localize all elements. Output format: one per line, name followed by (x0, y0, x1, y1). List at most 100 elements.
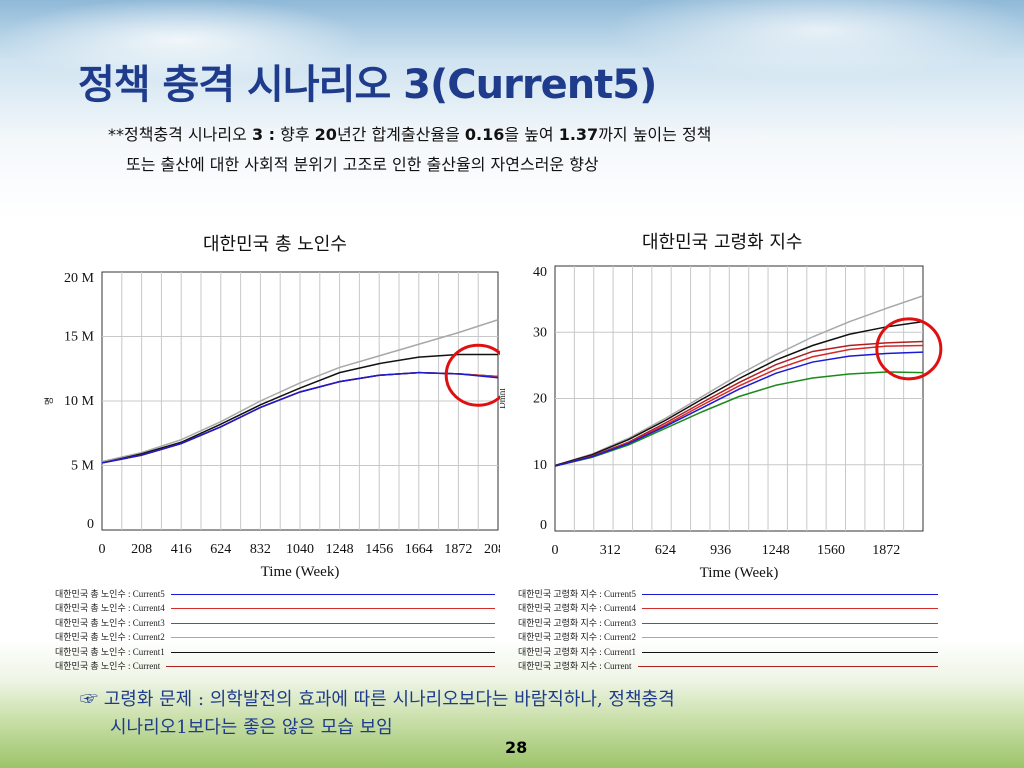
subtitle-line-2: 또는 출산에 대한 사회적 분위기 고조로 인한 출산율의 자연스러운 향상 (126, 155, 599, 174)
x-tick-label: 312 (600, 543, 621, 558)
subtitle-part: 1.37 (558, 125, 599, 144)
page-number: 28 (505, 738, 528, 757)
slide-title: 정책 충격 시나리오 3(Current5) (78, 62, 657, 108)
x-tick-label: 0 (552, 543, 559, 558)
legend-swatch (637, 665, 938, 667)
note-line-2: 시나리오1보다는 좋은 않은 모습 보임 (110, 717, 393, 738)
x-tick-label: 1872 (872, 543, 900, 558)
legend-swatch (642, 608, 938, 610)
x-tick-label: 1456 (365, 542, 393, 557)
legend-entry: 대한민국 총 노인수 : Current (55, 659, 495, 673)
series-line-current5 (554, 351, 924, 467)
x-tick-label: 416 (171, 542, 192, 557)
subtitle-part: 년간 합계출산율을 (336, 125, 465, 144)
legend-label: 대한민국 고령화 지수 : Current2 (518, 632, 637, 643)
x-tick-label: 1872 (444, 542, 472, 557)
legend-swatch (642, 651, 938, 653)
legend-entry: 대한민국 고령화 지수 : Current1 (518, 645, 938, 659)
y-tick-label: 40 (533, 265, 547, 280)
series-line-current2 (101, 319, 499, 463)
y-axis-label: 명 (44, 397, 54, 405)
series-line-current2 (554, 295, 924, 467)
legend-label: 대한민국 총 노인수 : Current1 (55, 646, 165, 657)
y-tick-label: 20 (533, 392, 547, 407)
conclusion-note: ☞ 고령화 문제 : 의학발전의 효과에 따른 시나리오보다는 바람직하나, 정… (80, 686, 675, 742)
highlight-circle (875, 317, 943, 381)
x-axis-label: Time (Week) (261, 564, 340, 580)
series-line-current5 (101, 371, 499, 464)
subtitle-part: 까지 높이는 정책 (598, 125, 712, 144)
legend-entry: 대한민국 고령화 지수 : Current2 (518, 630, 938, 644)
series-line-current1 (101, 353, 498, 464)
legend-swatch (170, 637, 495, 639)
legend-label: 대한민국 총 노인수 : Current5 (55, 589, 165, 599)
y-tick-label: 5 M (71, 459, 95, 474)
y-axis-label: Dmnl (500, 388, 507, 409)
x-tick-label: 832 (250, 542, 271, 557)
x-tick-label: 0 (99, 542, 106, 557)
subtitle-part: 3 : (251, 125, 276, 144)
x-axis-label: Time (Week) (700, 565, 779, 581)
y-tick-label: 10 M (64, 394, 95, 409)
legend-label: 대한민국 총 노인수 : Current (55, 660, 161, 671)
elderly-population-chart: 0 5 M 10 M 15 M 20 M 0 208 416 624 832 1040 1248 145… (44, 271, 500, 580)
legend-swatch (166, 665, 495, 667)
legend-entry: 대한민국 고령화 지수 : Current4 (518, 601, 938, 615)
legend-entry: 대한민국 총 노인수 : Current5 (55, 587, 495, 601)
x-tick-label: 624 (210, 542, 231, 557)
legend-entry: 대한민국 총 노인수 : Current4 (55, 601, 495, 615)
subtitle-part: 20 (314, 125, 337, 144)
subtitle-part: 을 높여 (504, 125, 559, 144)
subtitle-part: 향후 (275, 125, 315, 144)
legend-entry: 대한민국 고령화 지수 : Current (518, 659, 938, 673)
legend-label: 대한민국 총 노인수 : Current2 (55, 632, 165, 643)
y-tick-label: 0 (540, 518, 547, 533)
legend-entry: 대한민국 총 노인수 : Current3 (55, 616, 495, 630)
legend-swatch (170, 594, 495, 595)
legend-swatch (170, 608, 495, 610)
legend-swatch (642, 594, 938, 595)
x-tick-label: 2080 (484, 542, 500, 557)
x-tick-label: 1664 (405, 542, 433, 557)
slide-subtitle: **정책충격 시나리오 3 : 향후 20년간 합계출산율을 0.16을 높여 … (108, 120, 988, 180)
series-line-current3 (554, 371, 924, 467)
legend-label: 대한민국 총 노인수 : Current4 (55, 603, 165, 614)
legend-swatch (642, 622, 938, 624)
note-line-1: ☞ 고령화 문제 : 의학발전의 효과에 따른 시나리오보다는 바람직하나, 정… (80, 689, 675, 710)
series-line-current1 (554, 320, 924, 467)
x-tick-label: 1560 (817, 543, 845, 558)
x-tick-label: 1248 (762, 543, 790, 558)
x-tick-label: 208 (131, 542, 152, 557)
y-tick-label: 10 (533, 458, 547, 473)
subtitle-part: **정책충격 시나리오 (108, 125, 252, 144)
chart-2-title: 대한민국 고령화 지수 (642, 232, 803, 253)
legend-label: 대한민국 고령화 지수 : Current4 (518, 603, 637, 614)
legend-swatch (170, 622, 495, 624)
x-tick-label: 936 (710, 543, 731, 558)
legend-swatch (642, 637, 938, 639)
y-tick-label: 15 M (64, 330, 95, 345)
legend-label: 대한민국 고령화 지수 : Current5 (518, 589, 637, 599)
legend-entry: 대한민국 총 노인수 : Current2 (55, 630, 495, 644)
legend-swatch (170, 651, 495, 653)
x-tick-label: 624 (655, 543, 676, 558)
legend-label: 대한민국 고령화 지수 : Current (518, 660, 632, 671)
legend-label: 대한민국 고령화 지수 : Current3 (518, 617, 637, 628)
subtitle-part: 0.16 (464, 125, 505, 144)
chart-2-legend: 대한민국 고령화 지수 : Current5 대한민국 고령화 지수 : Curr… (518, 587, 938, 673)
sky-background (0, 0, 1024, 150)
chart-1-title: 대한민국 총 노인수 (203, 234, 347, 255)
legend-label: 대한민국 고령화 지수 : Current1 (518, 646, 637, 657)
legend-label: 대한민국 총 노인수 : Current3 (55, 617, 165, 628)
x-tick-label: 1248 (326, 542, 354, 557)
legend-entry: 대한민국 고령화 지수 : Current3 (518, 616, 938, 630)
legend-entry: 대한민국 고령화 지수 : Current5 (518, 587, 938, 601)
legend-entry: 대한민국 총 노인수 : Current1 (55, 645, 495, 659)
x-tick-label: 1040 (286, 542, 314, 557)
chart-1-legend: 대한민국 총 노인수 : Current5 대한민국 총 노인수 : Curren… (55, 587, 495, 673)
y-tick-label: 20 M (64, 271, 95, 286)
aging-index-chart: 0 10 20 30 40 0 312 624 936 1248 1560 1872 Time (Wee… (500, 265, 943, 581)
y-tick-label: 30 (533, 325, 547, 340)
highlight-circle (444, 343, 500, 407)
y-tick-label: 0 (87, 517, 94, 532)
